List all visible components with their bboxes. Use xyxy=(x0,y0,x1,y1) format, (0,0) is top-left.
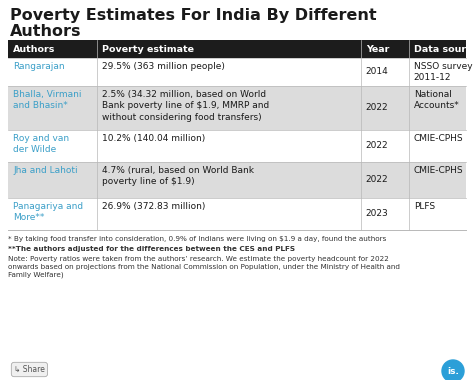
Text: Year: Year xyxy=(365,44,389,54)
Text: 29.5% (363 million people): 29.5% (363 million people) xyxy=(102,62,225,71)
Text: Roy and van
der Wilde: Roy and van der Wilde xyxy=(13,134,69,154)
Bar xyxy=(8,86,466,130)
Bar xyxy=(8,198,466,230)
Text: NSSO survey
2011-12: NSSO survey 2011-12 xyxy=(414,62,473,82)
Text: **The authors adjusted for the differences between the CES and PLFS: **The authors adjusted for the differenc… xyxy=(8,246,295,252)
Text: Rangarajan: Rangarajan xyxy=(13,62,64,71)
Text: 26.9% (372.83 million): 26.9% (372.83 million) xyxy=(102,202,206,211)
Text: 2023: 2023 xyxy=(365,209,388,218)
Text: 2022: 2022 xyxy=(365,141,388,150)
Bar xyxy=(8,162,466,198)
Text: is.: is. xyxy=(447,366,459,375)
Text: PLFS: PLFS xyxy=(414,202,435,211)
Text: CMIE-CPHS: CMIE-CPHS xyxy=(414,166,464,175)
Text: Bhalla, Virmani
and Bhasin*: Bhalla, Virmani and Bhasin* xyxy=(13,90,82,111)
Text: Poverty Estimates For India By Different: Poverty Estimates For India By Different xyxy=(10,8,377,23)
Text: CMIE-CPHS: CMIE-CPHS xyxy=(414,134,464,143)
Text: 2014: 2014 xyxy=(365,68,388,76)
Text: Authors: Authors xyxy=(13,44,55,54)
Bar xyxy=(8,130,466,162)
Text: 4.7% (rural, based on World Bank
poverty line of $1.9): 4.7% (rural, based on World Bank poverty… xyxy=(102,166,255,187)
Text: Authors: Authors xyxy=(10,24,82,39)
Text: Data source: Data source xyxy=(414,44,474,54)
Bar xyxy=(8,40,466,58)
Text: 10.2% (140.04 million): 10.2% (140.04 million) xyxy=(102,134,206,143)
Text: Jha and Lahoti: Jha and Lahoti xyxy=(13,166,78,175)
Text: ↳ Share: ↳ Share xyxy=(14,365,45,374)
Text: Panagariya and
More**: Panagariya and More** xyxy=(13,202,83,222)
Text: 2.5% (34.32 million, based on World
Bank poverty line of $1.9, MMRP and
without : 2.5% (34.32 million, based on World Bank… xyxy=(102,90,270,122)
Text: 2022: 2022 xyxy=(365,176,388,185)
Text: 2022: 2022 xyxy=(365,103,388,112)
Circle shape xyxy=(442,360,464,380)
Text: Note: Poverty ratios were taken from the authors’ research. We estimate the pove: Note: Poverty ratios were taken from the… xyxy=(8,256,400,277)
Text: * By taking food transfer into consideration, 0.9% of Indians were living on $1.: * By taking food transfer into considera… xyxy=(8,236,386,242)
Text: National
Accounts*: National Accounts* xyxy=(414,90,459,111)
Bar xyxy=(8,58,466,86)
Text: Poverty estimate: Poverty estimate xyxy=(102,44,194,54)
